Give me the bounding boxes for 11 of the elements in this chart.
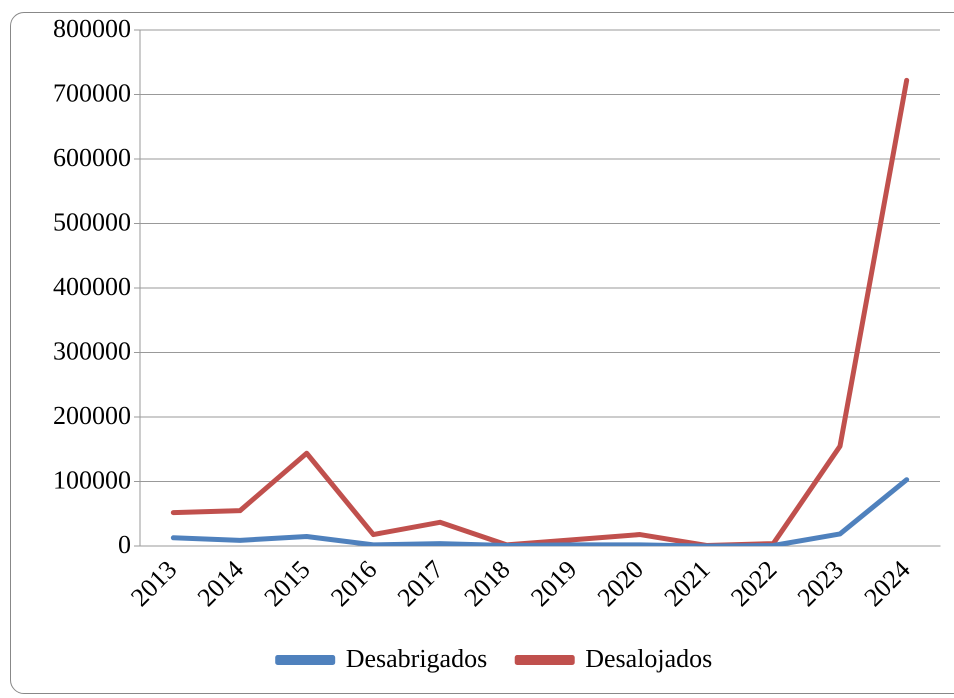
y-tick-label: 700000 [53, 78, 131, 108]
legend-label: Desalojados [585, 644, 712, 673]
y-tick-label: 500000 [53, 207, 131, 236]
y-tick-label: 100000 [53, 465, 131, 494]
y-tick-label: 200000 [53, 400, 131, 430]
y-tick-label: 800000 [53, 14, 131, 43]
y-tick-label: 300000 [53, 336, 131, 366]
y-tick-label: 600000 [53, 142, 131, 172]
y-tick-label: 0 [118, 530, 131, 559]
legend-label: Desabrigados [346, 644, 488, 673]
y-tick-label: 400000 [53, 272, 131, 301]
